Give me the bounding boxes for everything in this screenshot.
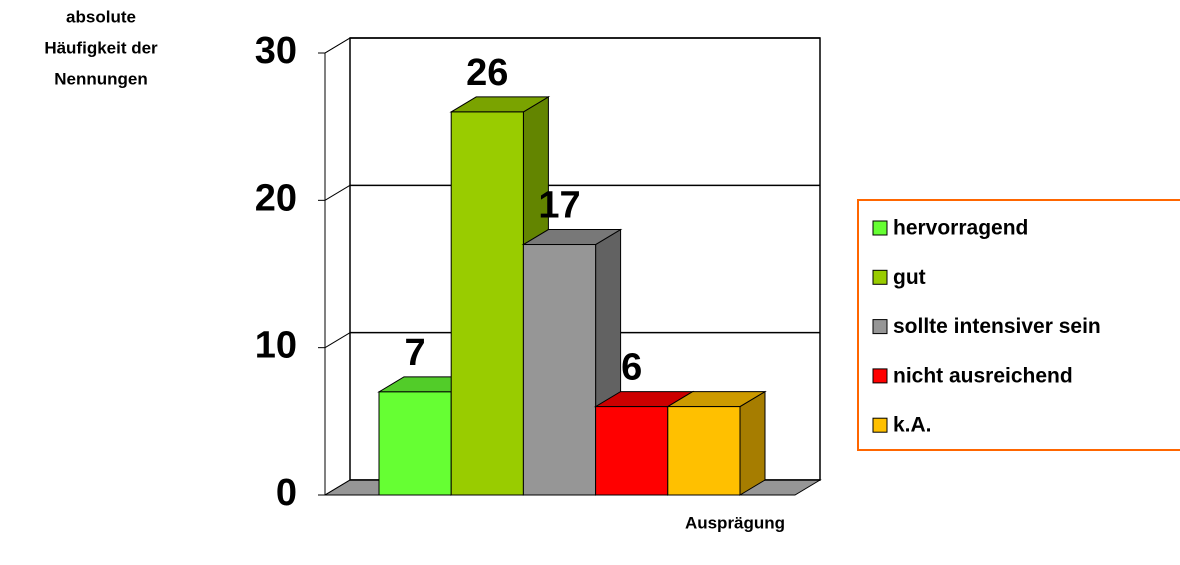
- tick-side: [324, 184, 351, 201]
- legend-label: k.A.: [893, 414, 932, 437]
- bar: [450, 111, 524, 496]
- tick-side: [324, 37, 351, 54]
- data-label: 7: [405, 332, 426, 374]
- y-tick-label: 10: [255, 325, 297, 367]
- y-tick-label: 20: [255, 177, 297, 219]
- legend-swatch: [872, 417, 888, 433]
- bar-side: [739, 390, 766, 496]
- tick-side: [324, 479, 351, 496]
- data-label: 17: [538, 185, 580, 227]
- bar: [378, 391, 452, 496]
- legend-label: hervorragend: [893, 217, 1028, 240]
- y-axis-label: Häufigkeit der: [44, 38, 158, 57]
- legend-label: gut: [893, 266, 926, 289]
- data-label: 26: [466, 52, 508, 94]
- y-axis-label: Nennungen: [54, 69, 148, 88]
- legend-swatch: [872, 220, 888, 236]
- x-axis-label: Ausprägung: [685, 513, 785, 532]
- legend-swatch: [872, 319, 888, 335]
- legend-box: [857, 199, 1180, 451]
- tick-side: [324, 332, 351, 349]
- legend-swatch: [872, 269, 888, 285]
- bar: [595, 406, 669, 496]
- data-label: 6: [621, 347, 642, 389]
- legend-swatch: [872, 368, 888, 384]
- y-tick-label: 0: [276, 472, 297, 514]
- legend-label: sollte intensiver sein: [893, 315, 1101, 338]
- bar: [522, 244, 597, 496]
- bar: [667, 406, 741, 496]
- legend-label: nicht ausreichend: [893, 364, 1073, 387]
- y-tick-label: 30: [255, 30, 297, 72]
- y-axis-label: absolute: [66, 7, 136, 26]
